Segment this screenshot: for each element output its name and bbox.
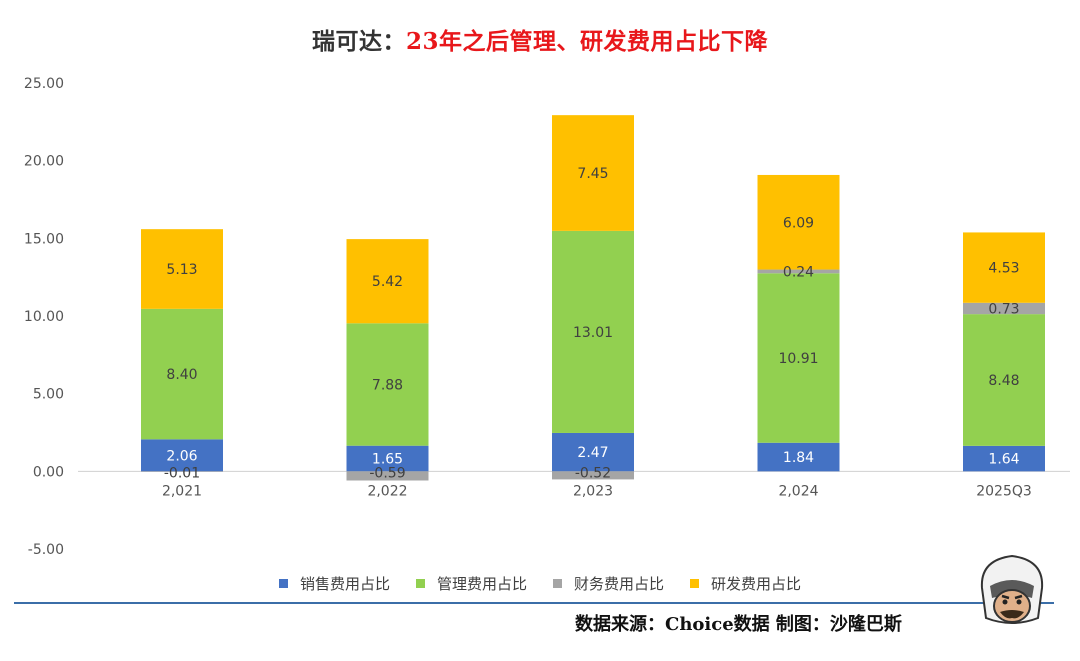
- bar-segment: [552, 471, 634, 480]
- bar-segment: [141, 308, 223, 440]
- bar-segment: [552, 115, 634, 231]
- data-label: -0.01: [164, 465, 200, 481]
- bar-segment: [141, 471, 223, 472]
- data-label: 10.91: [778, 351, 818, 367]
- chart-title-main: 23年之后管理、研发费用占比下降: [405, 28, 768, 55]
- source-note: 数据来源：Choice数据 制图：沙隆巴斯: [575, 614, 902, 635]
- x-tick-label: 2,023: [573, 483, 613, 499]
- legend-label: 销售费用占比: [299, 575, 390, 593]
- bar-segment: [963, 232, 1045, 303]
- legend-swatch: [415, 579, 425, 588]
- data-label: 1.64: [988, 452, 1019, 468]
- data-label: 8.40: [166, 367, 197, 383]
- data-label: 1.65: [372, 452, 403, 468]
- x-tick-label: 2,021: [162, 483, 202, 499]
- bar-segment: [552, 432, 634, 472]
- legend-label: 财务费用占比: [574, 575, 665, 593]
- data-label: 8.48: [988, 373, 1019, 389]
- data-label: 4.53: [988, 261, 1019, 277]
- legend: 销售费用占比 管理费用占比 财务费用占比 研发费用占比: [0, 573, 1080, 594]
- y-tick-label: -5.00: [28, 542, 64, 558]
- y-tick-label: 15.00: [24, 231, 64, 247]
- legend-swatch: [278, 579, 288, 588]
- data-label: 13.01: [573, 325, 613, 341]
- data-label: 5.42: [372, 274, 403, 290]
- x-tick-label: 2,022: [367, 483, 407, 499]
- legend-item: 管理费用占比: [415, 573, 527, 594]
- bar-segment: [141, 439, 223, 472]
- bar-segment: [963, 302, 1045, 315]
- data-labels-group: 2.06 8.40 -0.01 5.13 1.65 7.88 -0.59 5.42 2.47 13…: [164, 166, 1020, 481]
- bar-segment: [141, 229, 223, 309]
- bar-segment: [346, 239, 429, 324]
- y-tick-label: 25.00: [24, 76, 64, 92]
- legend-swatch: [553, 579, 562, 588]
- y-tick-label: 20.00: [24, 154, 64, 170]
- bar-segment: [963, 445, 1045, 472]
- y-axis: -5.00 0.00 5.00 10.00 15.00 20.00 25.00: [24, 76, 64, 558]
- x-axis: 2,021 2,022 2,023 2,024 2025Q3: [162, 483, 1032, 499]
- x-tick-label: 2025Q3: [976, 483, 1032, 499]
- legend-swatch: [690, 579, 700, 588]
- data-label: 7.88: [372, 378, 403, 394]
- bar-segment: [757, 273, 840, 443]
- legend-label: 管理费用占比: [436, 575, 527, 593]
- bar-segment: [552, 230, 634, 433]
- y-tick-label: 0.00: [33, 464, 64, 480]
- mascot-avatar-icon: [980, 554, 1044, 624]
- data-label: 5.13: [166, 262, 197, 278]
- data-label: 2.47: [577, 445, 608, 461]
- legend-item: 销售费用占比: [278, 573, 390, 594]
- data-label: 2.06: [166, 448, 197, 464]
- bars-group: [141, 115, 1045, 481]
- data-label: -0.59: [369, 465, 405, 481]
- data-label: 7.45: [577, 166, 608, 182]
- chart-title: 瑞可达：23年之后管理、研发费用占比下降: [0, 22, 1080, 56]
- y-tick-label: 10.00: [24, 309, 64, 325]
- bar-segment: [757, 269, 840, 274]
- bar-segment: [346, 471, 429, 481]
- stacked-bar-chart: -5.00 0.00 5.00 10.00 15.00 20.00 25.00 2.06 8.…: [24, 76, 1070, 558]
- data-label: 6.09: [783, 215, 814, 231]
- data-label: 1.84: [783, 450, 814, 466]
- bar-segment: [757, 442, 840, 472]
- footer-divider: [14, 602, 1054, 604]
- bar-segment: [346, 445, 429, 472]
- data-label: -0.52: [575, 465, 611, 481]
- bar-segment: [346, 323, 429, 446]
- legend-label: 研发费用占比: [711, 575, 802, 593]
- chart-title-prefix: 瑞可达：: [311, 28, 406, 55]
- x-tick-label: 2,024: [778, 483, 818, 499]
- y-tick-label: 5.00: [33, 387, 64, 403]
- data-label: 0.73: [988, 301, 1019, 317]
- legend-item: 财务费用占比: [553, 573, 664, 594]
- data-label: 0.24: [783, 264, 814, 280]
- legend-item: 研发费用占比: [690, 573, 801, 594]
- bar-segment: [757, 174, 840, 270]
- bar-segment: [963, 314, 1045, 446]
